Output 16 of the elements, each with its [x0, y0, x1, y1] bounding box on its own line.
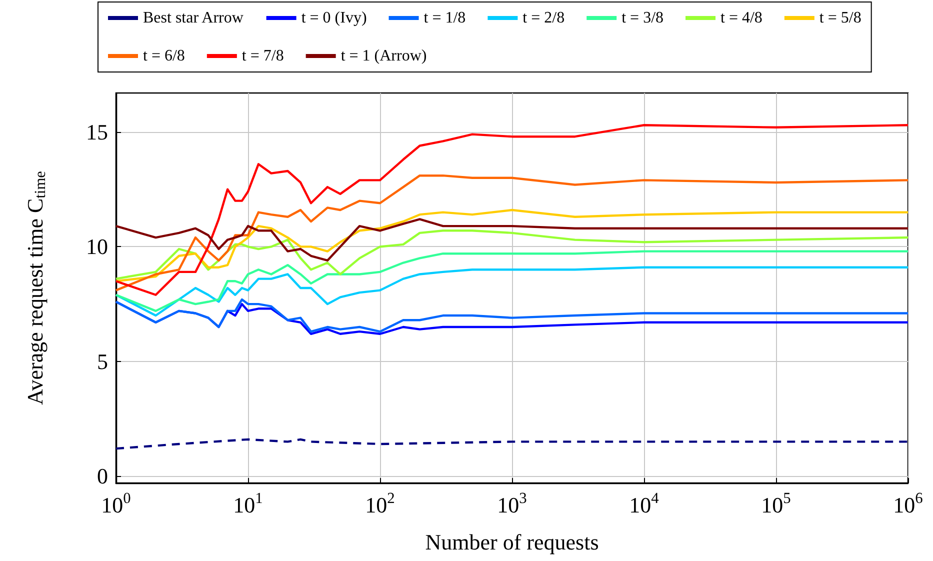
- legend-label: t = 1 (Arrow): [340, 48, 427, 64]
- y-tick-label: 5: [97, 348, 108, 374]
- x-axis-title: Number of requests: [425, 530, 599, 554]
- legend-label: t = 3/8: [622, 10, 664, 26]
- y-tick-label: 10: [86, 234, 108, 260]
- y-axis-title: Average request time Ctime: [22, 170, 49, 406]
- legend-label: t = 2/8: [522, 10, 565, 26]
- legend-label: t = 4/8: [720, 10, 762, 26]
- y-tick-label: 15: [86, 120, 108, 144]
- legend-label: t = 1/8: [424, 10, 466, 26]
- legend-label: t = 6/8: [143, 48, 185, 64]
- legend-label: t = 7/8: [242, 48, 284, 64]
- legend-label: t = 5/8: [819, 10, 862, 26]
- legend-label: Best star Arrow: [143, 10, 244, 26]
- legend-label: t = 0 (Ivy): [301, 10, 367, 26]
- y-tick-label: 0: [97, 464, 108, 489]
